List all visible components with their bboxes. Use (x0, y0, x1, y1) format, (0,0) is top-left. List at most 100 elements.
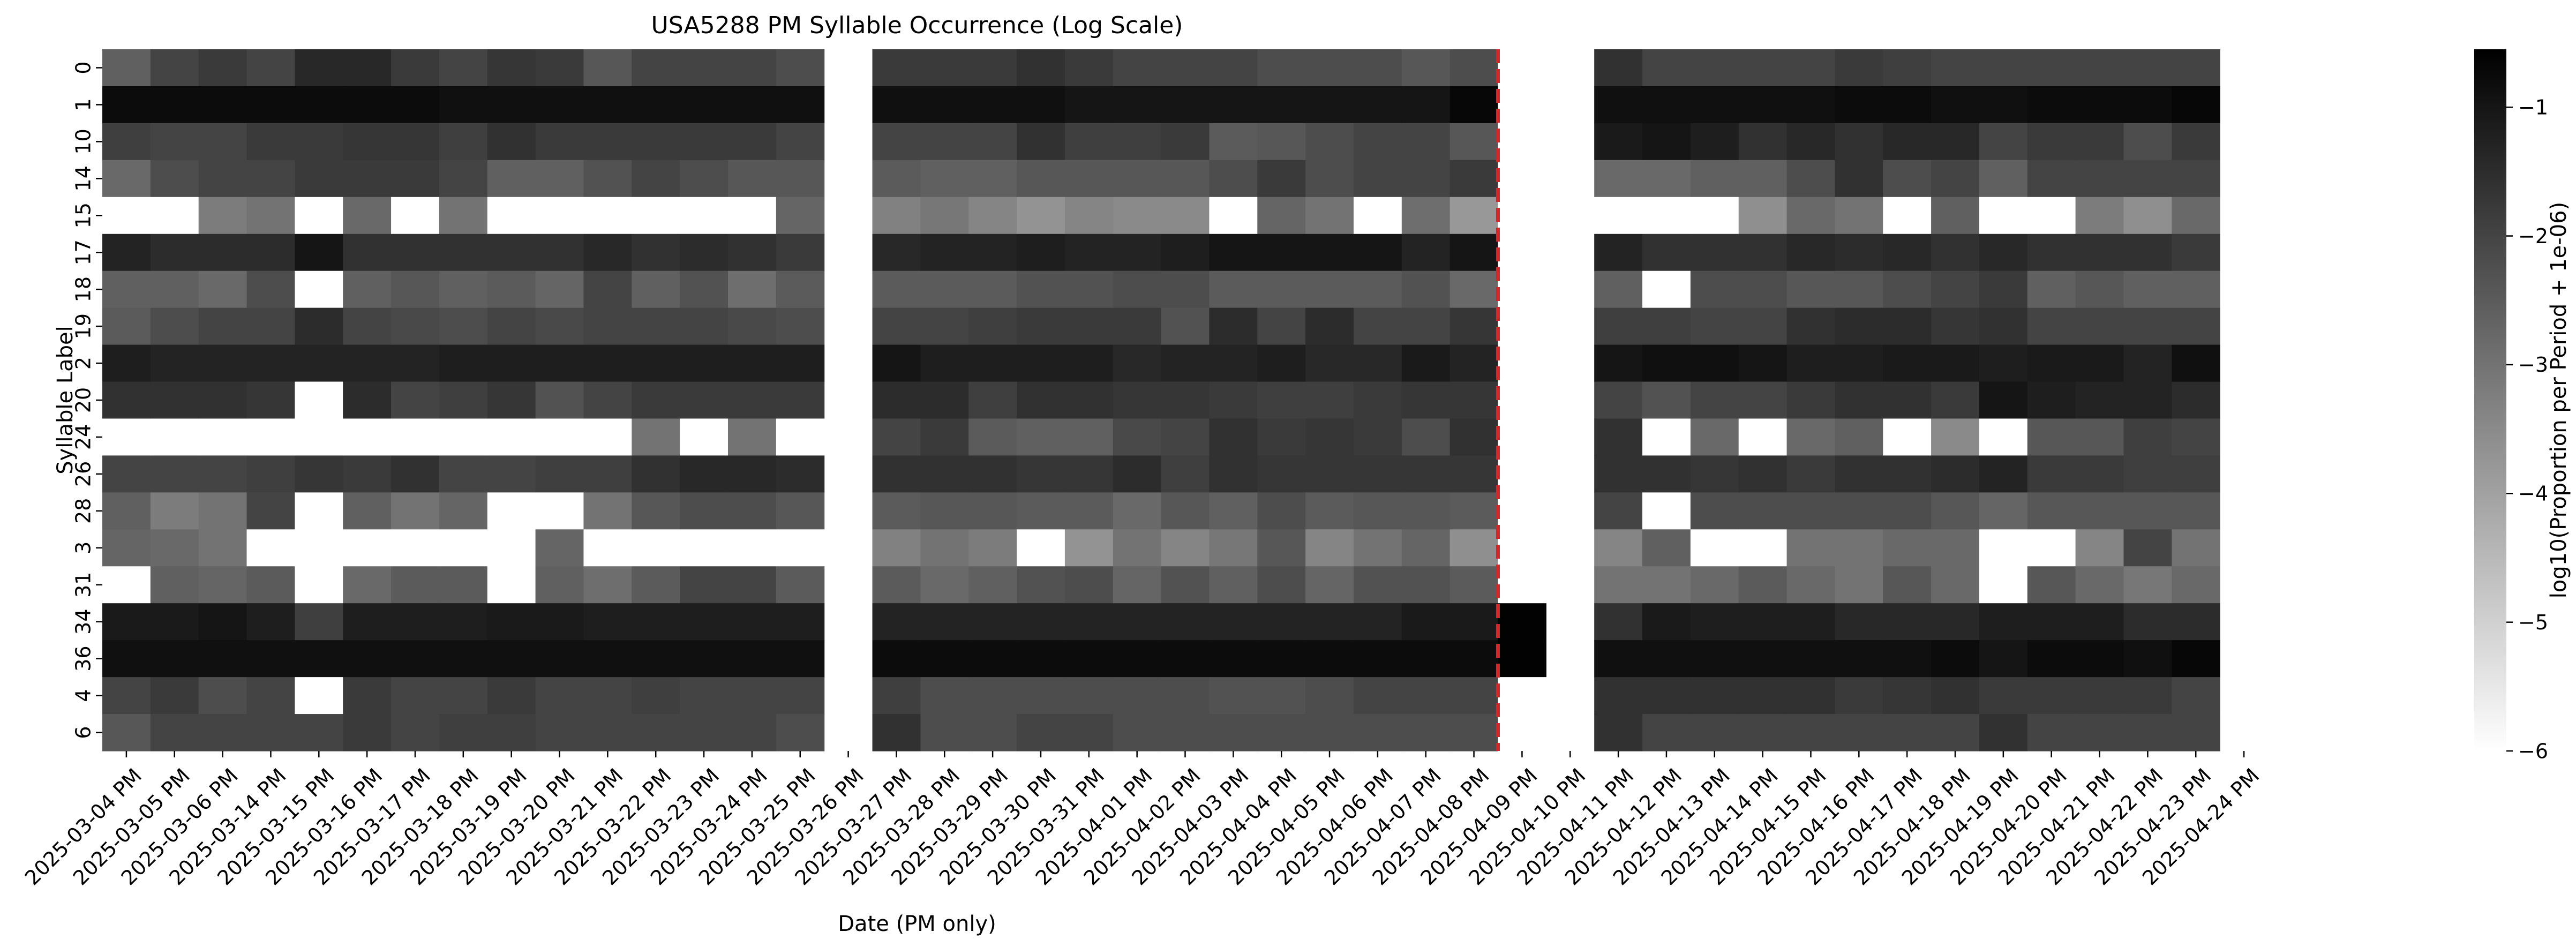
heatmap-cell (872, 344, 921, 382)
heatmap-cell (1209, 677, 1258, 715)
heatmap-cell (583, 381, 632, 419)
heatmap-cell (2123, 455, 2172, 493)
heatmap-cell (1161, 86, 1210, 124)
heatmap-cell (632, 418, 680, 456)
heatmap-cell (246, 123, 295, 161)
heatmap-cell (1594, 49, 1643, 87)
heatmap-cell (246, 307, 295, 345)
heatmap-cell (343, 234, 392, 272)
heatmap-cell (1835, 197, 1883, 235)
heatmap-cell (1690, 529, 1739, 567)
heatmap-cell (727, 455, 777, 493)
heatmap-cell (872, 234, 921, 272)
heatmap-cell (1064, 677, 1114, 715)
heatmap-cell (1883, 270, 1932, 309)
heatmap-cell (1064, 160, 1114, 198)
heatmap-cell (391, 234, 440, 272)
heatmap-cell (1498, 714, 1546, 751)
heatmap-cell (1401, 307, 1451, 345)
heatmap-cell (246, 234, 295, 272)
heatmap-cell (1738, 455, 1788, 493)
heatmap-cell (295, 86, 343, 124)
heatmap-cell (1642, 307, 1691, 345)
heatmap-cell (680, 86, 729, 124)
heatmap-cell (1594, 307, 1643, 345)
heatmap-cell (343, 640, 392, 678)
heatmap-cell (776, 381, 825, 419)
heatmap-cell (1064, 566, 1114, 604)
heatmap-cell (680, 677, 729, 715)
heatmap-cell (343, 307, 392, 345)
heatmap-cell (439, 49, 488, 87)
heatmap-cell (1161, 160, 1210, 198)
heatmap-cell (1498, 640, 1546, 678)
heatmap-cell (1064, 381, 1114, 419)
heatmap-cell (2172, 381, 2220, 419)
heatmap-cell (1786, 529, 1835, 567)
heatmap-cell (1979, 86, 2028, 124)
heatmap-cell (1835, 160, 1883, 198)
heatmap-cell (1353, 123, 1402, 161)
y-tick-label: 2 (71, 357, 95, 370)
y-tick-label: 10 (71, 129, 95, 154)
heatmap-cell (2027, 529, 2076, 567)
heatmap-cell (2075, 49, 2124, 87)
heatmap-cell (776, 197, 825, 235)
heatmap-cell (295, 197, 343, 235)
heatmap-cell (1835, 640, 1883, 678)
heatmap-cell (1786, 603, 1835, 641)
heatmap-cell (246, 197, 295, 235)
heatmap-cell (1835, 381, 1883, 419)
heatmap-cell (1064, 234, 1114, 272)
heatmap-cell (1209, 714, 1258, 751)
y-tick-label: 36 (71, 645, 95, 671)
heatmap-cell (1498, 418, 1546, 456)
heatmap-cell (680, 234, 729, 272)
heatmap-cell (391, 529, 440, 567)
heatmap-cell (632, 455, 680, 493)
heatmap-cell (535, 677, 584, 715)
heatmap-cell (1931, 603, 1980, 641)
heatmap-cell (920, 381, 969, 419)
heatmap-cell (2172, 529, 2220, 567)
heatmap-cell (2172, 160, 2220, 198)
heatmap-cell (487, 492, 536, 530)
heatmap-cell (1113, 86, 1162, 124)
heatmap-cell (1017, 307, 1065, 345)
heatmap-cell (776, 677, 825, 715)
heatmap-cell (1979, 123, 2028, 161)
heatmap-cell (1353, 492, 1402, 530)
heatmap-cell (487, 123, 536, 161)
heatmap-cell (1257, 123, 1306, 161)
heatmap-cell (583, 270, 632, 309)
heatmap-cell (776, 640, 825, 678)
heatmap-cell (1642, 566, 1691, 604)
heatmap-cell (2075, 344, 2124, 382)
heatmap-cell (583, 49, 632, 87)
heatmap-cell (2027, 714, 2076, 751)
heatmap-cell (583, 492, 632, 530)
heatmap-cell (872, 86, 921, 124)
heatmap-cell (1305, 307, 1354, 345)
heatmap-cell (439, 677, 488, 715)
heatmap-cell (1931, 49, 1980, 87)
heatmap-cell (1161, 603, 1210, 641)
heatmap-cell (1257, 603, 1306, 641)
heatmap-cell (1209, 381, 1258, 419)
heatmap-cell (968, 49, 1017, 87)
heatmap-cell (295, 677, 343, 715)
heatmap-cell (872, 640, 921, 678)
heatmap-cell (391, 270, 440, 309)
heatmap-cell (2123, 566, 2172, 604)
y-tick-label: 17 (71, 239, 95, 265)
heatmap-cell (1257, 677, 1306, 715)
heatmap-cell (727, 307, 777, 345)
heatmap-cell (1305, 49, 1354, 87)
heatmap-cell (727, 86, 777, 124)
heatmap-cell (2027, 492, 2076, 530)
y-tick-label: 3 (71, 542, 95, 554)
colorbar-tick-label: −3 (2518, 353, 2548, 377)
heatmap-cell (1642, 344, 1691, 382)
heatmap-cell (776, 603, 825, 641)
heatmap-cell (535, 307, 584, 345)
